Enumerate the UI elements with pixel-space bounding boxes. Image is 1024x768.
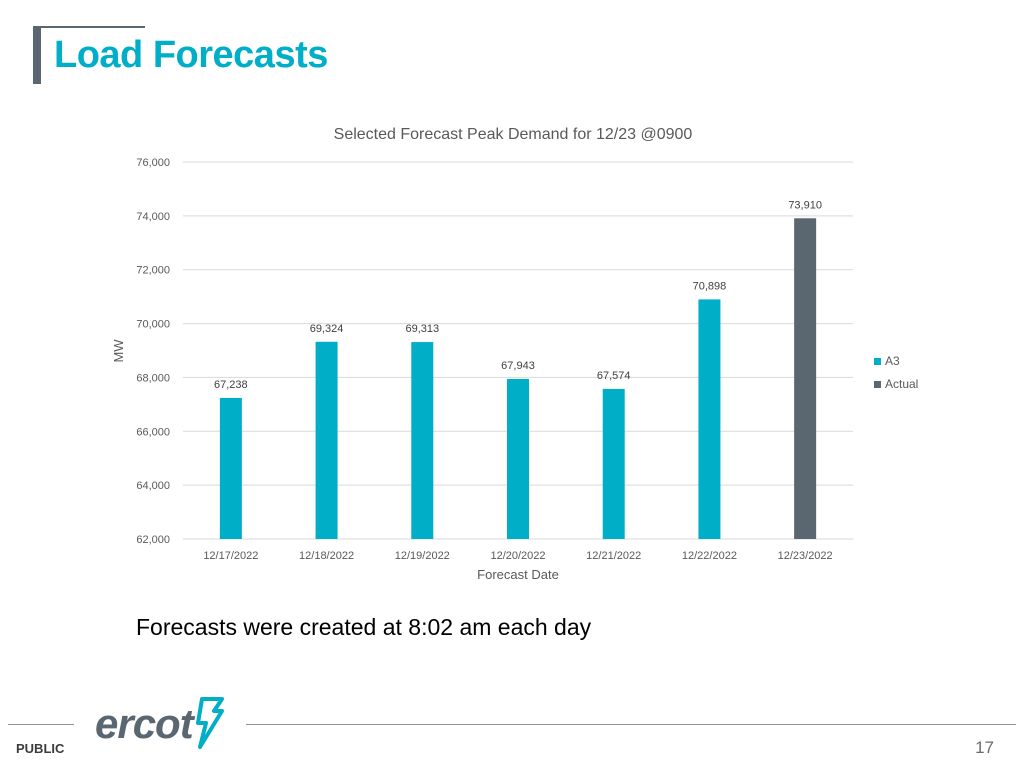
lightning-bolt-icon (196, 697, 224, 749)
data-label: 70,898 (693, 280, 727, 292)
legend: A3 Actual (874, 354, 918, 391)
chart-title: Selected Forecast Peak Demand for 12/23 … (334, 126, 693, 143)
x-axis-label: Forecast Date (477, 567, 559, 582)
title-accent-rule (41, 26, 145, 28)
footnote-text: Forecasts were created at 8:02 am each d… (136, 614, 592, 640)
x-tick-label: 12/17/2022 (203, 550, 258, 562)
x-tick-label: 12/23/2022 (778, 550, 833, 562)
legend-label: A3 (885, 354, 900, 368)
bar-a3 (602, 388, 625, 539)
bars (219, 218, 817, 540)
x-tick-label: 12/20/2022 (490, 550, 545, 562)
bar-a3 (219, 397, 242, 539)
legend-swatch-actual (874, 381, 881, 388)
bar-actual (794, 218, 817, 540)
bar-a3 (698, 299, 721, 539)
data-label: 73,910 (788, 199, 822, 211)
y-tick-label: 70,000 (136, 319, 170, 331)
x-axis-ticks: 12/17/2022 12/18/2022 12/19/2022 12/20/2022… (203, 550, 832, 562)
y-tick-label: 62,000 (136, 534, 170, 546)
data-label: 67,574 (597, 370, 631, 382)
y-tick-label: 66,000 (136, 426, 170, 438)
slide-title: Load Forecasts (54, 34, 328, 76)
y-tick-label: 74,000 (136, 211, 170, 223)
y-tick-label: 64,000 (136, 480, 170, 492)
footer-divider-right (246, 724, 1016, 725)
data-label: 67,238 (214, 379, 248, 391)
x-tick-label: 12/19/2022 (395, 550, 450, 562)
bar-a3 (411, 342, 434, 539)
footer-divider-left (8, 724, 74, 725)
y-axis-ticks: 62,000 64,000 66,000 68,000 70,000 72,000 74,0… (136, 157, 170, 546)
data-label: 69,324 (310, 323, 344, 335)
x-tick-label: 12/18/2022 (299, 550, 354, 562)
bar-chart: Selected Forecast Peak Demand for 12/23 … (111, 126, 918, 582)
y-axis-label: MW (111, 339, 126, 363)
bar-a3 (315, 341, 338, 539)
x-tick-label: 12/21/2022 (586, 550, 641, 562)
classification-label: PUBLIC (16, 741, 65, 756)
y-tick-label: 72,000 (136, 265, 170, 277)
data-labels: 67,238 69,324 69,313 67,943 67,574 70,898 73,9… (214, 199, 822, 391)
data-label: 69,313 (405, 323, 439, 335)
data-label: 67,943 (501, 360, 535, 372)
x-tick-label: 12/22/2022 (682, 550, 737, 562)
ercot-logo: ercot (95, 700, 194, 747)
legend-swatch-a3 (874, 358, 881, 365)
legend-label: Actual (885, 377, 918, 391)
title-accent-bar (33, 26, 41, 84)
y-tick-label: 68,000 (136, 372, 170, 384)
page-number: 17 (975, 738, 994, 757)
bar-a3 (507, 378, 529, 539)
y-tick-label: 76,000 (136, 157, 170, 169)
